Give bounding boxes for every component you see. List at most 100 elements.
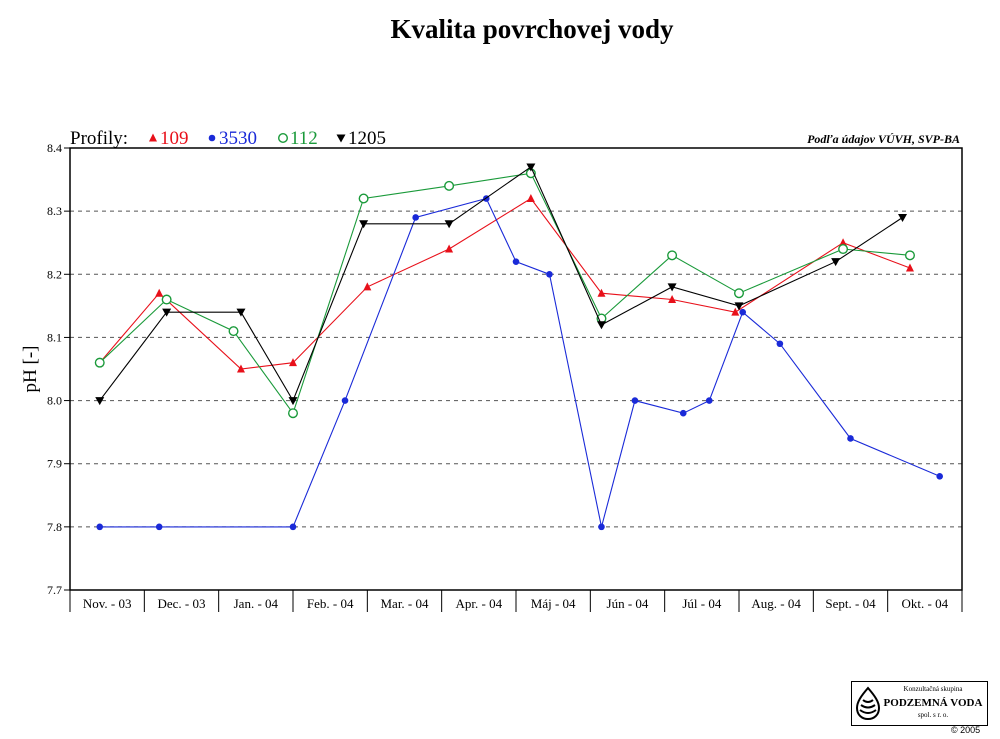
logo-line-2: PODZEMNÁ VODA: [883, 697, 983, 709]
data-point: [228, 326, 239, 337]
data-point: [289, 523, 297, 531]
water-drop-logo-icon: [855, 686, 881, 720]
data-point: [278, 132, 289, 143]
data-point: [289, 358, 297, 367]
data-point: [776, 340, 784, 348]
data-point: [444, 220, 454, 229]
x-tick-label: Máj - 04: [531, 596, 576, 611]
legend-label: 1205: [348, 128, 386, 149]
data-point: [236, 364, 245, 373]
data-point: [512, 258, 520, 265]
data-point: [667, 250, 678, 261]
data-point: [359, 220, 369, 229]
data-point: [667, 283, 677, 292]
x-tick-label: Mar. - 04: [380, 596, 429, 611]
data-point: [631, 397, 639, 404]
x-tick-label: Jan. - 04: [234, 596, 279, 611]
data-point: [734, 288, 745, 299]
x-tick-label: Aug. - 04: [751, 596, 801, 611]
y-tick-label: 8.4: [47, 141, 62, 155]
series-line: [99, 166, 903, 402]
data-point: [596, 321, 606, 330]
y-axis-label: pH [-]: [20, 346, 41, 393]
data-point: [526, 163, 536, 172]
data-point: [898, 213, 908, 222]
data-point: [288, 408, 299, 419]
y-tick-label: 8.1: [47, 330, 62, 344]
company-logo: Konzultačná skupina PODZEMNÁ VODA spol. …: [851, 681, 988, 726]
plot-frame: [69, 147, 963, 591]
data-point: [208, 134, 216, 142]
y-axis-ticks: 8.4 8.3 8.2 8.1 8.0 7.9 7.8 7.7: [47, 141, 70, 597]
x-tick-label: Dec. - 03: [157, 596, 205, 611]
legend-item-112: 112: [278, 128, 318, 149]
y-tick-label: 7.9: [47, 457, 62, 471]
data-point: [936, 473, 943, 480]
data-point: [838, 244, 849, 255]
data-point: [905, 263, 914, 272]
legend-label: 112: [290, 128, 318, 149]
data-point: [94, 357, 105, 368]
y-tick-label: 8.2: [47, 267, 62, 281]
data-point: [739, 308, 747, 316]
data-point: [546, 270, 553, 278]
x-tick-label: Jún - 04: [607, 596, 649, 611]
x-tick-label: Nov. - 03: [83, 596, 132, 611]
series-line: [99, 197, 911, 370]
data-point: [336, 134, 346, 143]
data-point: [445, 244, 454, 253]
series-line: [99, 197, 940, 528]
legend: Profily: 109 3530 112 1205: [70, 128, 386, 149]
data-point: [839, 238, 848, 247]
legend-title: Profily:: [70, 128, 128, 149]
series-112: [94, 168, 915, 419]
legend-label: 3530: [219, 128, 257, 149]
x-tick-label: Sept. - 04: [825, 596, 876, 611]
data-point: [161, 294, 172, 305]
y-tick-label: 8.3: [47, 204, 62, 218]
data-point: [288, 397, 298, 406]
data-point: [412, 214, 419, 221]
logo-line-3: spol. s r. o.: [917, 711, 949, 719]
y-tick-label: 7.7: [47, 583, 62, 597]
data-point: [831, 258, 841, 267]
data-point: [149, 133, 157, 142]
data-point: [668, 295, 677, 304]
copyright: © 2005: [951, 725, 981, 735]
series-1205: [95, 163, 908, 406]
y-tick-label: 8.0: [47, 394, 62, 408]
legend-item-1205: 1205: [336, 128, 386, 149]
data-point: [444, 180, 455, 191]
y-tick-label: 7.8: [47, 520, 62, 534]
x-tick-label: Júl - 04: [682, 596, 722, 611]
data-point: [734, 302, 744, 311]
data-point: [597, 288, 606, 297]
x-tick-label: Apr. - 04: [456, 596, 503, 611]
x-tick-label: Okt. - 04: [902, 596, 949, 611]
data-point: [341, 397, 349, 404]
logo-line-1: Konzultačná skupina: [903, 685, 963, 693]
series-line: [99, 172, 911, 415]
data-point: [358, 193, 369, 204]
chart-title: Kvalita povrchovej vody: [390, 14, 674, 44]
data-point: [155, 288, 164, 297]
series-layer: [94, 163, 943, 531]
x-tick-label: Feb. - 04: [307, 596, 354, 611]
data-point: [162, 308, 172, 317]
data-point: [155, 523, 163, 531]
data-point: [236, 308, 246, 317]
data-point: [904, 250, 915, 261]
data-point: [705, 397, 713, 404]
data-point: [363, 282, 372, 291]
data-point: [679, 409, 687, 417]
legend-item-3530: 3530: [208, 128, 257, 149]
series-3530: [96, 195, 943, 531]
data-point: [598, 523, 605, 531]
data-point: [526, 194, 535, 203]
data-point: [847, 435, 854, 442]
legend-item-109: 109: [149, 128, 189, 149]
data-point: [731, 307, 740, 316]
series-109: [95, 194, 914, 373]
data-point: [95, 397, 105, 406]
